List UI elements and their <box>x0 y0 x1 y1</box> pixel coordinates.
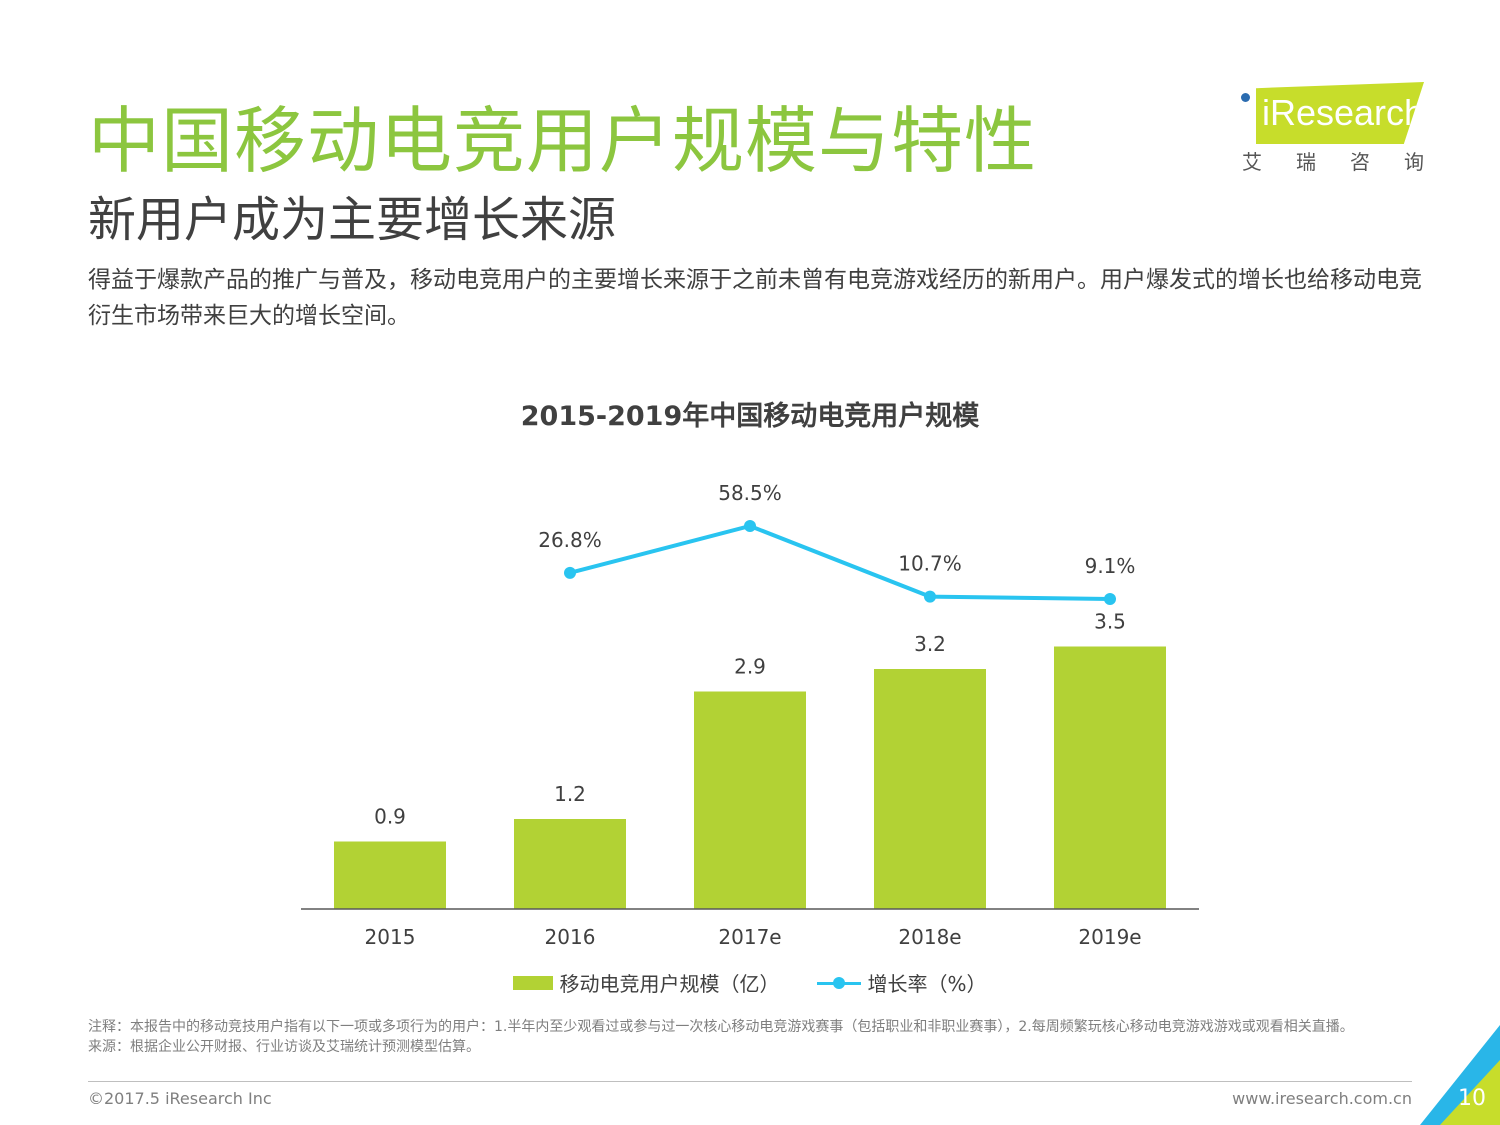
logo-banner: iResearch <box>1256 82 1424 144</box>
page-number: 10 <box>1458 1086 1486 1111</box>
bar-value-label: 1.2 <box>554 782 586 806</box>
growth-rate-point <box>744 520 756 532</box>
page-title: 中国移动电竞用户规模与特性 <box>88 99 1038 183</box>
chart-legend: 移动电竞用户规模（亿） 增长率（%） <box>0 968 1500 997</box>
copyright: ©2017.5 iResearch Inc <box>88 1089 272 1108</box>
legend-bar-label: 移动电竞用户规模（亿） <box>559 972 780 996</box>
page-description: 得益于爆款产品的推广与普及，移动电竞用户的主要增长来源于之前未曾有电竞游戏经历的… <box>88 267 1422 329</box>
footnote-note: 注释：本报告中的移动竞技用户指有以下一项或多项行为的用户：1.半年内至少观看过或… <box>88 1019 1354 1035</box>
growth-rate-point <box>924 590 936 603</box>
bar-value-label: 2.9 <box>734 655 766 679</box>
growth-rate-label: 26.8% <box>538 528 602 552</box>
bar-2016 <box>514 819 626 909</box>
x-tick-label: 2019e <box>1078 925 1141 949</box>
chart-title: 2015-2019年中国移动电竞用户规模 <box>520 401 980 432</box>
bar-2019e <box>1054 646 1166 909</box>
growth-rate-label: 10.7% <box>898 552 962 576</box>
logo-dot-icon <box>1241 93 1250 102</box>
bar-value-label: 3.2 <box>914 632 946 656</box>
x-tick-label: 2017e <box>718 925 781 949</box>
legend-bar-swatch <box>513 975 554 990</box>
legend-line-label: 增长率（%） <box>867 972 987 996</box>
bar-2017e <box>694 691 806 909</box>
growth-rate-label: 58.5% <box>718 481 782 505</box>
growth-rate-line <box>569 523 1111 601</box>
x-tick-label: 2016 <box>545 925 596 949</box>
page-subtitle: 新用户成为主要增长来源 <box>88 192 617 248</box>
legend-line-swatch <box>817 976 862 990</box>
logo-chinese-name: 艾瑞咨询 <box>1242 150 1458 174</box>
iresearch-logo: iResearch 艾瑞咨询 <box>1238 78 1438 178</box>
footnote-source: 来源：根据企业公开财报、行业访谈及艾瑞统计预测模型估算。 <box>88 1039 480 1055</box>
growth-rate-point <box>1104 593 1116 605</box>
website-url: www.iresearch.com.cn <box>1232 1089 1412 1108</box>
x-tick-label: 2015 <box>365 925 416 949</box>
bar-2018e <box>874 669 986 909</box>
logo-wordmark: iResearch <box>1262 92 1425 133</box>
footer-divider <box>88 1081 1412 1082</box>
growth-rate-label: 9.1% <box>1085 554 1136 578</box>
legend-item-line: 增长率（%） <box>817 968 987 997</box>
footnotes: 注释：本报告中的移动竞技用户指有以下一项或多项行为的用户：1.半年内至少观看过或… <box>88 1017 1423 1057</box>
bar-2015 <box>334 841 446 909</box>
legend-item-bar: 移动电竞用户规模（亿） <box>513 968 779 997</box>
bar-value-label: 0.9 <box>374 805 406 829</box>
x-tick-label: 2018e <box>898 925 961 949</box>
growth-rate-point <box>564 566 576 579</box>
bar-value-label: 3.5 <box>1094 610 1126 634</box>
